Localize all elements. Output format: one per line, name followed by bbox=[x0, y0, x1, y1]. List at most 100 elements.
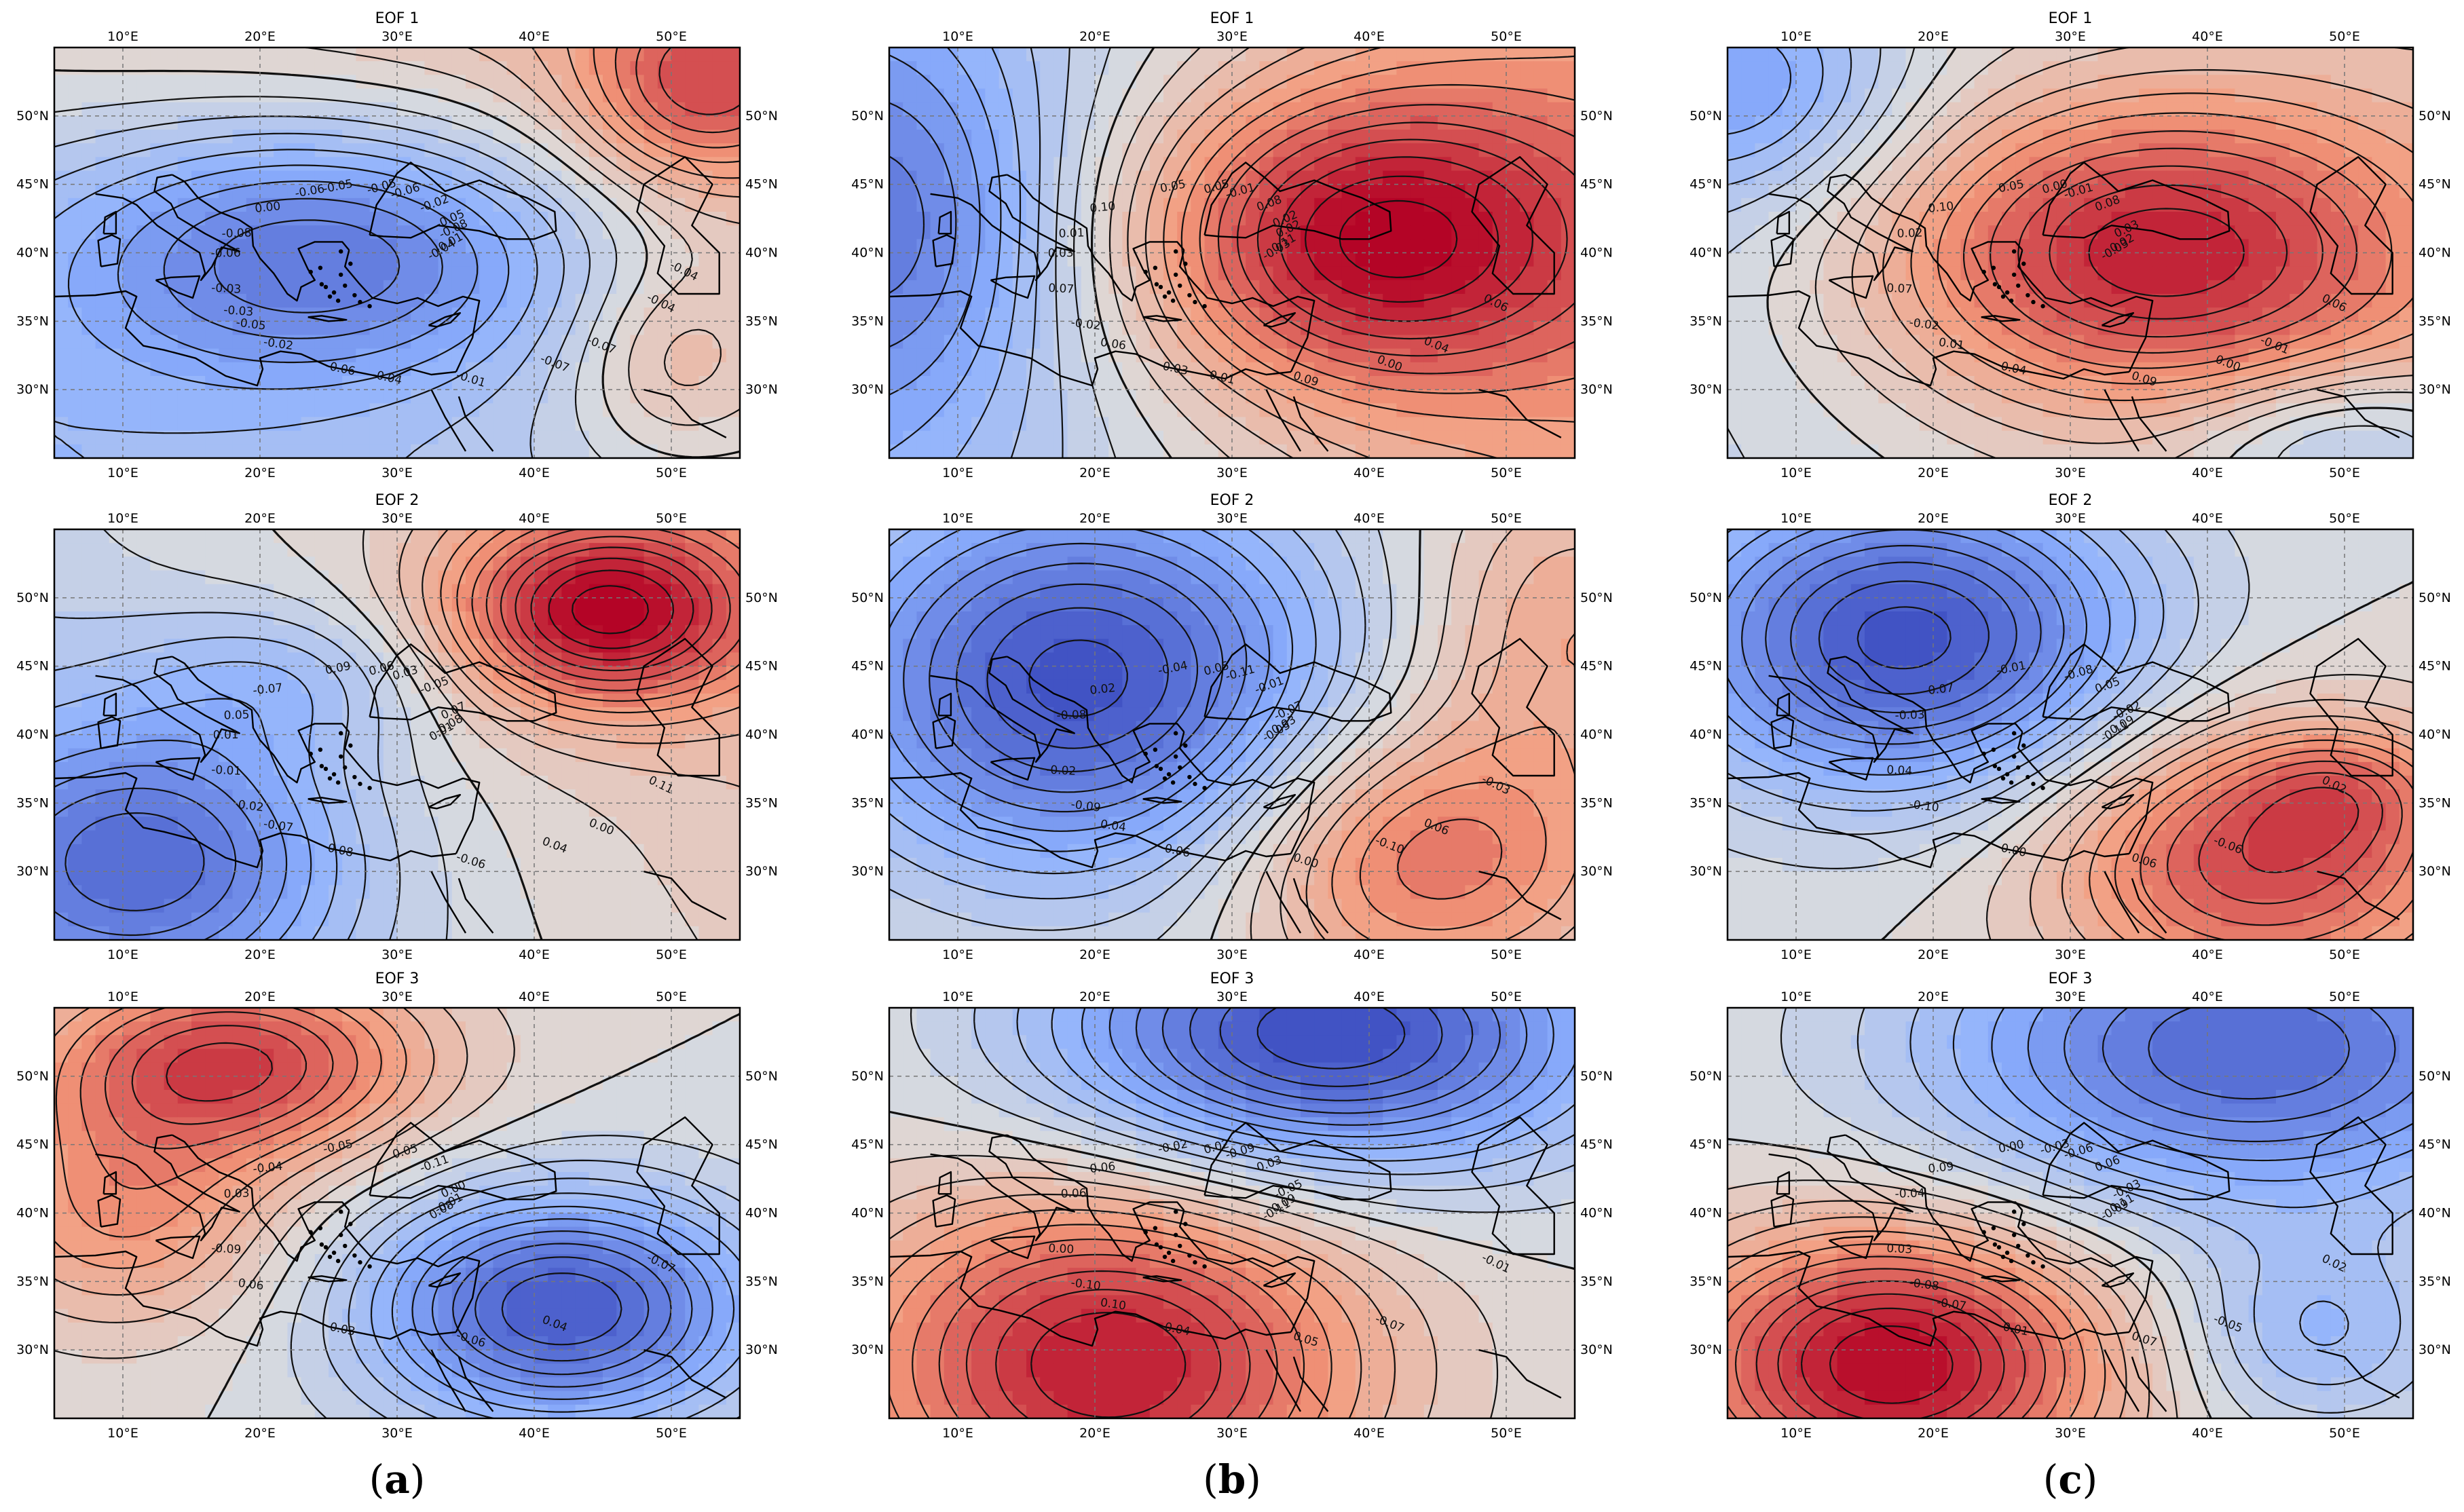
lon-tick-label: 10°E bbox=[1780, 947, 1812, 962]
lat-tick-label: 45°N bbox=[1690, 177, 1722, 192]
lon-tick-label: 40°E bbox=[519, 511, 550, 526]
caption-letter: a bbox=[384, 1456, 410, 1502]
lon-tick-label: 40°E bbox=[1354, 947, 1385, 962]
lon-tick-label: 10°E bbox=[942, 1426, 973, 1441]
lon-tick-label: 50°E bbox=[1491, 989, 1522, 1004]
lon-tick-label: 40°E bbox=[519, 466, 550, 480]
contour-label: 0.06 bbox=[1089, 1160, 1117, 1176]
caption-paren-open: ( bbox=[1203, 1456, 1218, 1502]
caption-paren-close: ) bbox=[2083, 1456, 2098, 1502]
lon-tick-label: 20°E bbox=[244, 466, 276, 480]
lat-tick-label: 30°N bbox=[1580, 864, 1613, 879]
lon-tick-label: 50°E bbox=[2329, 989, 2360, 1004]
caption-paren-close: ) bbox=[1246, 1456, 1261, 1502]
lat-tick-label: 45°N bbox=[2419, 177, 2451, 192]
contour-label: 0.07 bbox=[1886, 282, 1913, 297]
lat-tick-label: 30°N bbox=[851, 864, 884, 879]
lon-tick-label: 30°E bbox=[1216, 466, 1248, 480]
contour-label: -0.06 bbox=[1056, 1186, 1087, 1201]
lat-tick-label: 30°N bbox=[16, 1342, 49, 1357]
lat-tick-label: 35°N bbox=[1580, 314, 1613, 328]
lat-tick-label: 50°N bbox=[1690, 590, 1722, 605]
lon-tick-label: 30°E bbox=[2055, 511, 2086, 526]
lat-tick-label: 30°N bbox=[2419, 864, 2451, 879]
lon-tick-label: 40°E bbox=[1354, 511, 1385, 526]
lon-tick-label: 30°E bbox=[381, 947, 413, 962]
lon-tick-label: 20°E bbox=[244, 947, 276, 962]
contour-label: -0.06 bbox=[211, 246, 241, 261]
panel-title: EOF 1 bbox=[2049, 10, 2093, 27]
lat-tick-label: 40°N bbox=[1690, 246, 1722, 261]
eof-panel-a-1: -0.04-0.05-0.06-0.07-0.08-0.08-0.06-0.05… bbox=[16, 10, 778, 480]
lon-tick-label: 10°E bbox=[942, 947, 973, 962]
lat-tick-label: 40°N bbox=[851, 727, 884, 742]
lat-tick-label: 30°N bbox=[16, 382, 49, 397]
lon-tick-label: 30°E bbox=[1216, 1426, 1248, 1441]
lon-tick-label: 50°E bbox=[1491, 29, 1522, 44]
lon-tick-label: 50°E bbox=[656, 466, 687, 480]
contour-label: 0.03 bbox=[223, 1186, 250, 1201]
lon-tick-label: 10°E bbox=[107, 1426, 138, 1441]
lat-tick-label: 35°N bbox=[16, 1274, 49, 1289]
lon-tick-label: 30°E bbox=[2055, 1426, 2086, 1441]
lat-tick-label: 35°N bbox=[1690, 795, 1722, 810]
lat-tick-label: 30°N bbox=[1690, 1342, 1722, 1357]
lat-tick-label: 50°N bbox=[2419, 1069, 2451, 1084]
lon-tick-label: 50°E bbox=[2329, 947, 2360, 962]
panel-title: EOF 2 bbox=[375, 492, 419, 509]
lat-tick-label: 45°N bbox=[1690, 1137, 1722, 1152]
lon-tick-label: 20°E bbox=[1079, 29, 1110, 44]
lon-tick-label: 10°E bbox=[107, 511, 138, 526]
lat-tick-label: 50°N bbox=[1690, 109, 1722, 124]
lon-tick-label: 50°E bbox=[2329, 1426, 2360, 1441]
lon-tick-label: 30°E bbox=[2055, 989, 2086, 1004]
lon-tick-label: 10°E bbox=[1780, 466, 1812, 480]
lon-tick-label: 20°E bbox=[1079, 1426, 1110, 1441]
lon-tick-label: 10°E bbox=[1780, 1426, 1812, 1441]
eof-panel-c-3: -0.09-0.08-0.06-0.05-0.04-0.03-0.010.000… bbox=[1690, 970, 2451, 1441]
lat-tick-label: 40°N bbox=[1580, 1206, 1613, 1221]
contour-label: -0.03 bbox=[223, 303, 254, 319]
lat-tick-label: 50°N bbox=[16, 109, 49, 124]
lat-tick-label: 50°N bbox=[745, 1069, 778, 1084]
column-caption: (b) bbox=[1203, 1456, 1261, 1502]
lon-tick-label: 40°E bbox=[2192, 466, 2223, 480]
lon-tick-label: 10°E bbox=[942, 466, 973, 480]
lat-tick-label: 45°N bbox=[1580, 659, 1613, 674]
lon-tick-label: 50°E bbox=[1491, 1426, 1522, 1441]
lon-tick-label: 20°E bbox=[1918, 947, 1949, 962]
lat-tick-label: 35°N bbox=[2419, 314, 2451, 328]
lon-tick-label: 30°E bbox=[1216, 29, 1248, 44]
contour-label: -0.09 bbox=[211, 1242, 242, 1257]
lat-tick-label: 30°N bbox=[851, 382, 884, 397]
lat-tick-label: 40°N bbox=[16, 1206, 49, 1221]
lon-tick-label: 10°E bbox=[107, 947, 138, 962]
lon-tick-label: 20°E bbox=[1079, 947, 1110, 962]
lat-tick-label: 30°N bbox=[2419, 382, 2451, 397]
lat-tick-label: 35°N bbox=[1690, 314, 1722, 328]
lon-tick-label: 20°E bbox=[1918, 1426, 1949, 1441]
panel-title: EOF 1 bbox=[375, 10, 419, 27]
lon-tick-label: 10°E bbox=[107, 989, 138, 1004]
lon-tick-label: 20°E bbox=[244, 989, 276, 1004]
lat-tick-label: 50°N bbox=[1580, 109, 1613, 124]
lon-tick-label: 20°E bbox=[244, 1426, 276, 1441]
lon-tick-label: 50°E bbox=[2329, 511, 2360, 526]
lat-tick-label: 50°N bbox=[2419, 109, 2451, 124]
lat-tick-label: 30°N bbox=[2419, 1342, 2451, 1357]
lat-tick-label: 35°N bbox=[2419, 795, 2451, 810]
panel-title: EOF 3 bbox=[2049, 970, 2093, 987]
lat-tick-label: 40°N bbox=[1690, 1206, 1722, 1221]
lat-tick-label: 50°N bbox=[1690, 1069, 1722, 1084]
lon-tick-label: 30°E bbox=[2055, 29, 2086, 44]
eof-panel-b-2: -0.05-0.09-0.11-0.10-0.08-0.07-0.06-0.04… bbox=[851, 492, 1613, 962]
contour-label: -0.02 bbox=[1046, 763, 1077, 778]
lat-tick-label: 45°N bbox=[2419, 659, 2451, 674]
caption-paren-open: ( bbox=[2043, 1456, 2059, 1502]
lon-tick-label: 10°E bbox=[942, 29, 973, 44]
lat-tick-label: 45°N bbox=[745, 659, 778, 674]
lon-tick-label: 10°E bbox=[107, 29, 138, 44]
lat-tick-label: 35°N bbox=[1580, 795, 1613, 810]
lon-tick-label: 20°E bbox=[1079, 989, 1110, 1004]
